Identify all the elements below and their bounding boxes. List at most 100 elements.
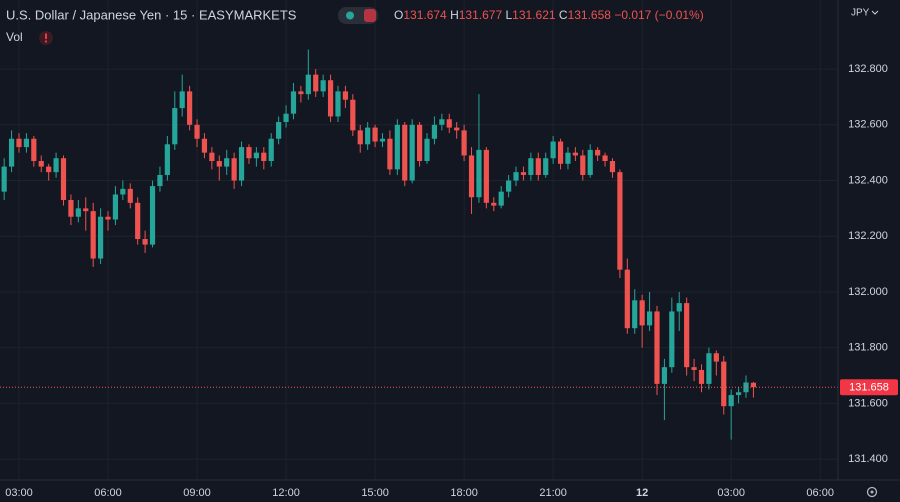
candle-body	[268, 138, 274, 162]
open-label: O	[394, 8, 403, 22]
candle-body	[253, 152, 259, 159]
candle-body	[676, 303, 682, 312]
candle-body	[157, 174, 163, 187]
candle-body	[439, 119, 445, 125]
candle-body	[446, 119, 452, 128]
candle-body	[261, 152, 267, 162]
candle-body	[698, 369, 705, 384]
low-label: L	[505, 8, 512, 22]
gear-ring[interactable]	[866, 486, 878, 498]
candle-body	[550, 141, 556, 159]
close-label: C	[559, 8, 568, 22]
candle-body	[53, 158, 59, 173]
candle-body	[684, 303, 690, 368]
candle-body	[387, 138, 393, 170]
warning-dot	[45, 40, 47, 43]
candle-body	[646, 311, 653, 326]
y-tick-label: 132.200	[848, 230, 888, 242]
x-tick-label: 18:00	[450, 487, 478, 499]
candle-body	[357, 130, 363, 145]
low-value: 131.621	[512, 8, 556, 22]
candle-body	[750, 382, 757, 388]
volume-warning[interactable]	[39, 31, 53, 45]
candle-body	[706, 353, 712, 384]
last-price-box	[840, 379, 898, 396]
candle-body	[60, 158, 67, 201]
candle-body	[105, 216, 111, 220]
candle-body	[172, 108, 178, 145]
candle-body	[305, 74, 311, 95]
currency-chevron	[871, 10, 879, 15]
candle-body	[394, 124, 400, 170]
candle-body	[409, 124, 415, 181]
candle-body	[327, 80, 334, 117]
candle-body	[46, 166, 52, 173]
candle-body	[164, 144, 170, 175]
candle-body	[661, 367, 668, 384]
candle-body	[595, 149, 601, 156]
candle-body	[8, 138, 15, 167]
x-tick-label: 03:00	[717, 487, 745, 499]
toggle-dot	[346, 11, 354, 20]
candle-body	[112, 194, 119, 220]
candle-body	[379, 138, 386, 142]
open-value: 131.674	[403, 8, 447, 22]
candle-body	[669, 311, 675, 368]
candle-body	[580, 155, 586, 175]
candle-body	[38, 161, 44, 167]
overlay: 131.658	[0, 379, 898, 396]
candle-body	[231, 158, 237, 181]
x-tick-label: 03:00	[5, 487, 33, 499]
candle-body	[728, 395, 734, 407]
grid	[0, 0, 838, 480]
settings[interactable]	[866, 486, 878, 498]
chart-title: U.S. Dollar / Japanese Yen · 15 · EASYMA…	[6, 7, 297, 22]
candle-body	[602, 155, 608, 162]
candle-body	[468, 155, 475, 198]
change: −0.017 (−0.01%)	[614, 8, 703, 22]
candle-body	[350, 99, 356, 131]
candle-body	[639, 300, 645, 326]
candle-body	[624, 269, 630, 329]
toggle-flag	[364, 9, 376, 22]
candle-body	[572, 152, 578, 156]
candle-body	[402, 124, 408, 181]
candle-body	[431, 124, 438, 139]
toggle[interactable]	[338, 7, 378, 24]
volume-label: Vol	[6, 30, 23, 44]
candle-body	[209, 152, 215, 162]
candle-body	[735, 392, 742, 396]
y-tick-label: 131.800	[848, 342, 888, 354]
candle-body	[149, 186, 156, 245]
candle-body	[142, 239, 148, 245]
high-value: 131.677	[459, 8, 503, 22]
candle-body	[135, 202, 141, 240]
candle-body	[713, 353, 719, 362]
candle-body	[506, 180, 512, 192]
candle-body	[632, 300, 638, 329]
x-tick-label: 12:00	[272, 487, 300, 499]
candle-body	[565, 152, 571, 164]
candle-body	[520, 172, 527, 175]
candle-body	[97, 216, 104, 259]
y-tick-label: 132.400	[848, 174, 888, 186]
candle-body	[83, 208, 89, 212]
x-tick-label: 09:00	[183, 487, 211, 499]
candle-body	[617, 172, 623, 270]
currency[interactable]: JPY	[851, 8, 870, 19]
x-tick-label: 15:00	[361, 487, 389, 499]
y-tick-label: 132.600	[848, 119, 888, 131]
candle-body	[68, 200, 74, 217]
candle-body	[127, 188, 133, 203]
warning-bar	[45, 33, 47, 39]
x-tick-label: 06:00	[94, 487, 122, 499]
candle-body	[283, 113, 289, 123]
y-tick-label: 131.400	[848, 453, 888, 465]
candle-body	[743, 382, 749, 393]
candle-body	[498, 191, 504, 206]
candle-body	[194, 124, 200, 139]
candle-body	[654, 311, 660, 384]
candle-body	[535, 158, 541, 175]
candle-body	[609, 161, 616, 173]
